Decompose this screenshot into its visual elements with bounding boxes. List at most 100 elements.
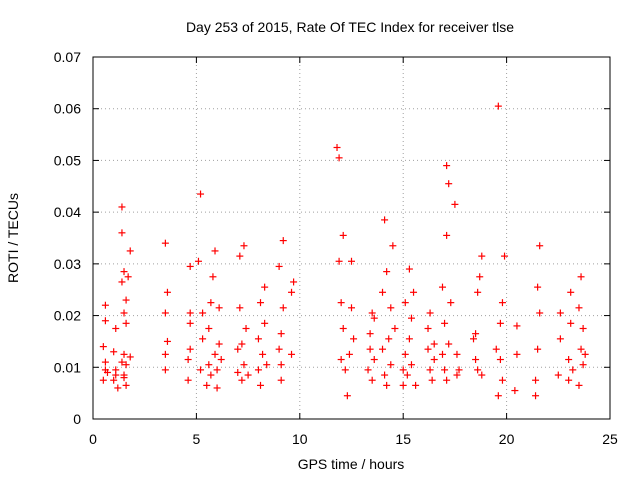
x-tick-label: 0 bbox=[89, 431, 97, 447]
y-axis-label: ROTI / TECUs bbox=[5, 193, 21, 283]
data-point bbox=[341, 366, 349, 374]
data-point bbox=[383, 268, 391, 276]
data-point bbox=[399, 381, 407, 389]
data-point bbox=[441, 366, 449, 374]
y-tick-label: 0 bbox=[73, 411, 81, 427]
data-point bbox=[494, 392, 502, 400]
data-point bbox=[118, 358, 126, 366]
data-point bbox=[577, 273, 585, 281]
y-tick-label: 0.01 bbox=[54, 359, 81, 375]
data-point bbox=[186, 262, 194, 270]
data-point bbox=[569, 366, 577, 374]
data-point bbox=[565, 376, 573, 384]
data-point bbox=[186, 319, 194, 327]
data-point bbox=[277, 361, 285, 369]
data-point bbox=[389, 242, 397, 250]
x-tick-label: 20 bbox=[499, 431, 515, 447]
data-point bbox=[381, 216, 389, 224]
data-point bbox=[536, 309, 544, 317]
data-point bbox=[290, 278, 298, 286]
data-point bbox=[579, 361, 587, 369]
data-point bbox=[383, 381, 391, 389]
data-point bbox=[405, 265, 413, 273]
data-point bbox=[445, 180, 453, 188]
y-tick-label: 0.05 bbox=[54, 152, 81, 168]
data-point bbox=[567, 319, 575, 327]
y-tick-label: 0.04 bbox=[54, 204, 81, 220]
data-point bbox=[197, 190, 205, 198]
data-point bbox=[370, 314, 378, 322]
data-point bbox=[455, 366, 463, 374]
data-point bbox=[112, 366, 120, 374]
data-point bbox=[532, 376, 540, 384]
data-point bbox=[110, 376, 118, 384]
data-point bbox=[498, 299, 506, 307]
data-point bbox=[339, 325, 347, 332]
data-point bbox=[279, 237, 287, 245]
data-point bbox=[288, 350, 296, 358]
data-point bbox=[215, 340, 223, 348]
data-point bbox=[438, 283, 446, 291]
data-point bbox=[579, 325, 587, 332]
data-point bbox=[184, 376, 192, 384]
data-point bbox=[126, 353, 134, 361]
data-point bbox=[257, 299, 265, 307]
data-point bbox=[103, 368, 111, 376]
x-tick-label: 15 bbox=[395, 431, 411, 447]
data-point bbox=[122, 319, 130, 327]
data-point bbox=[430, 356, 438, 364]
data-point bbox=[366, 345, 374, 353]
data-point bbox=[99, 376, 107, 384]
data-point bbox=[163, 288, 171, 296]
data-point bbox=[101, 301, 109, 309]
data-point bbox=[567, 288, 575, 296]
data-point bbox=[501, 252, 509, 260]
data-point bbox=[211, 247, 219, 255]
chart-title: Day 253 of 2015, Rate Of TEC Index for r… bbox=[186, 19, 514, 35]
data-point bbox=[118, 278, 126, 286]
data-point bbox=[554, 371, 562, 379]
data-point bbox=[122, 296, 130, 304]
x-tick-label: 10 bbox=[292, 431, 308, 447]
data-point bbox=[556, 309, 564, 317]
data-point bbox=[209, 273, 217, 281]
data-point bbox=[101, 317, 109, 325]
data-point bbox=[277, 376, 285, 384]
data-point bbox=[350, 335, 358, 343]
y-tick-label: 0.07 bbox=[54, 49, 81, 65]
data-point bbox=[381, 371, 389, 379]
data-point bbox=[581, 350, 589, 358]
plot-frame bbox=[92, 56, 611, 420]
data-point bbox=[205, 325, 213, 332]
data-point bbox=[335, 257, 343, 265]
data-point bbox=[211, 350, 219, 358]
data-point bbox=[120, 309, 128, 317]
data-point bbox=[184, 356, 192, 364]
data-point bbox=[447, 299, 455, 307]
data-point bbox=[492, 345, 500, 353]
data-point bbox=[399, 366, 407, 374]
data-point bbox=[426, 366, 434, 374]
data-point bbox=[112, 325, 120, 332]
data-point bbox=[476, 273, 484, 281]
data-point bbox=[438, 350, 446, 358]
data-point bbox=[333, 144, 341, 151]
grid bbox=[93, 57, 610, 419]
data-point bbox=[556, 335, 564, 343]
data-point bbox=[348, 257, 355, 265]
data-point bbox=[99, 343, 107, 351]
data-point bbox=[385, 335, 393, 343]
data-point bbox=[575, 381, 583, 389]
data-point bbox=[263, 361, 271, 369]
data-point bbox=[261, 319, 269, 327]
data-point bbox=[474, 366, 482, 374]
data-point bbox=[203, 381, 211, 389]
data-point bbox=[124, 273, 132, 281]
data-point bbox=[575, 304, 583, 312]
data-point bbox=[288, 288, 296, 296]
data-point bbox=[205, 361, 213, 369]
x-axis: 0 5 10 15 20 25 bbox=[89, 57, 618, 447]
data-point bbox=[199, 335, 207, 343]
data-point bbox=[122, 361, 130, 369]
y-tick-label: 0.03 bbox=[54, 256, 81, 272]
